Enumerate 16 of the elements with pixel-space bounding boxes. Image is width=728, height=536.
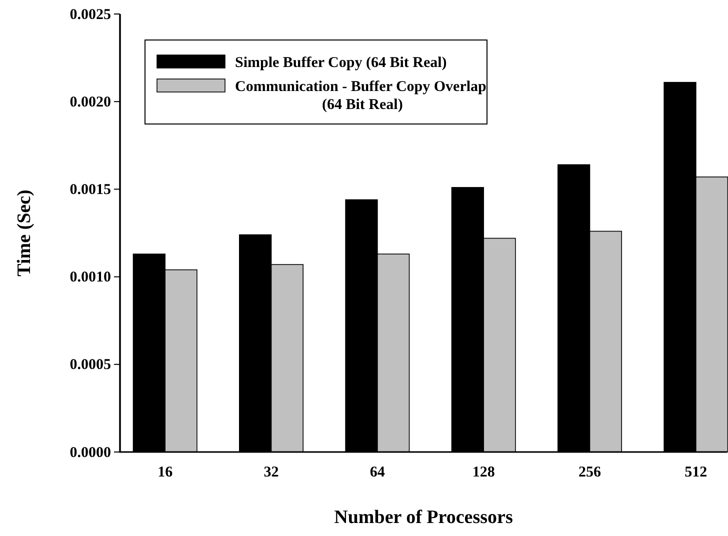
legend-label: Communication - Buffer Copy Overlap (64 Bit Real) (235, 79, 486, 113)
y-tick-label: 0.0015 (70, 182, 111, 198)
x-tick-label: 32 (264, 464, 279, 481)
x-tick-label: 128 (472, 464, 495, 481)
x-tick-label: 64 (370, 464, 386, 481)
x-tick-label: 512 (684, 464, 708, 481)
x-tick-label: 256 (578, 464, 602, 481)
y-tick-label: 0.0020 (70, 94, 111, 110)
y-axis-title: Time (Sec) (14, 190, 35, 276)
y-tick-label: 0.0010 (70, 270, 111, 286)
x-tick-label: 16 (158, 464, 174, 481)
x-axis-title: Number of Processors (334, 507, 513, 528)
y-tick-label: 0.0025 (70, 6, 111, 23)
legend-label: Simple Buffer Copy (64 Bit Real) (235, 55, 447, 71)
y-tick-label: 0.0005 (70, 357, 111, 374)
y-tick-label: 0.0000 (70, 444, 111, 461)
